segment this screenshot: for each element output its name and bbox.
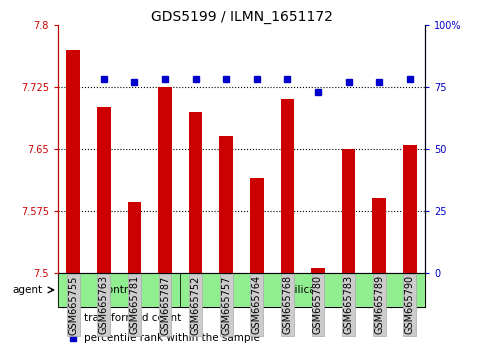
Title: GDS5199 / ILMN_1651172: GDS5199 / ILMN_1651172 — [151, 10, 332, 24]
Bar — [311, 268, 325, 273]
Bar — [250, 178, 264, 273]
Bar — [372, 198, 386, 273]
Bar — [219, 136, 233, 273]
Text: silica: silica — [289, 285, 316, 295]
Bar — [58, 273, 180, 307]
Bar — [180, 273, 425, 307]
Text: agent: agent — [13, 285, 43, 295]
Bar — [66, 50, 80, 273]
Bar — [128, 202, 142, 273]
Bar — [158, 87, 172, 273]
Bar — [189, 112, 202, 273]
Bar — [97, 107, 111, 273]
Text: percentile rank within the sample: percentile rank within the sample — [84, 333, 259, 343]
Bar — [281, 99, 294, 273]
Text: transformed count: transformed count — [84, 313, 181, 323]
Bar — [403, 144, 417, 273]
Text: control: control — [101, 285, 137, 295]
Bar — [341, 149, 355, 273]
